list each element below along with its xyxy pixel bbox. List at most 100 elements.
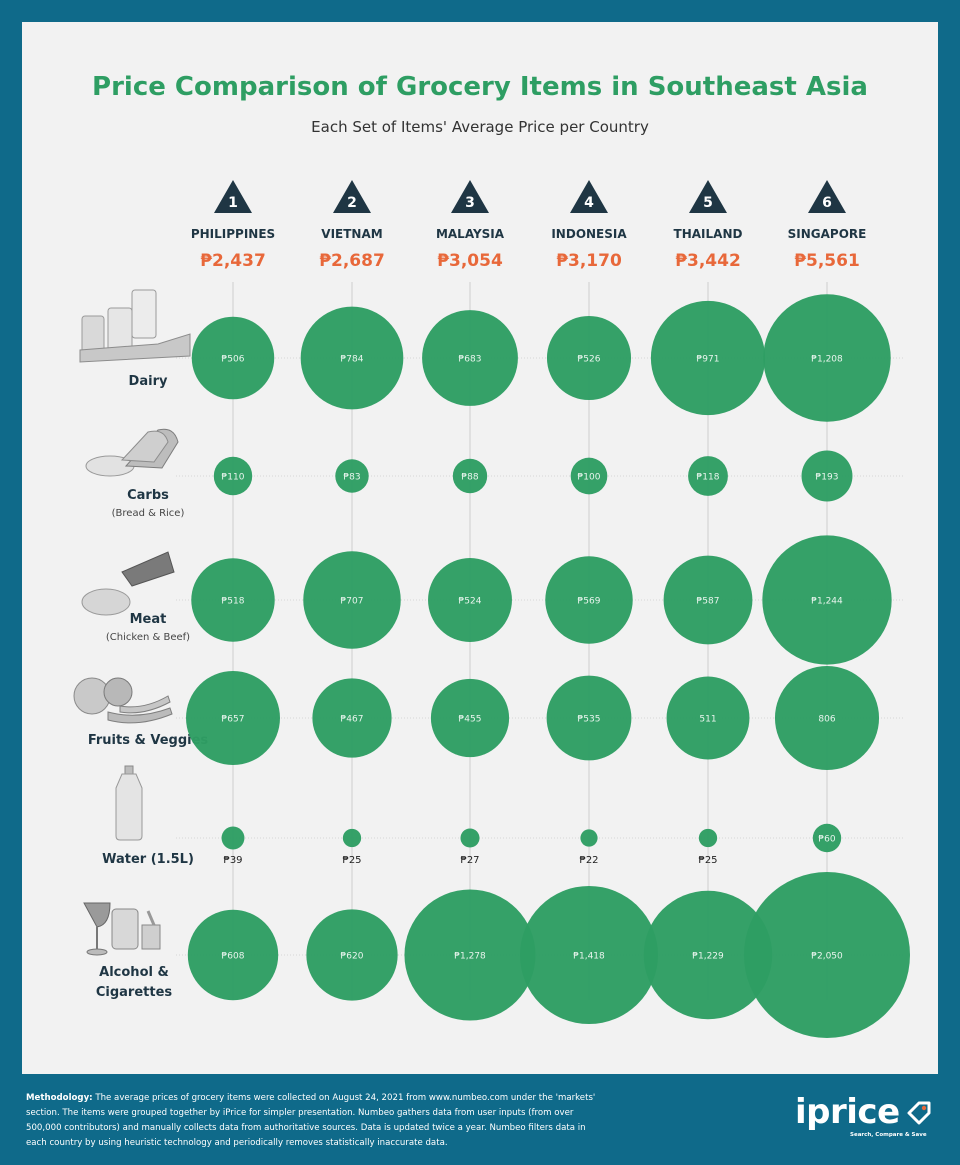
data-bubble [422, 310, 518, 406]
data-bubble [460, 828, 480, 848]
rank-number: 2 [347, 195, 357, 211]
data-bubble [580, 829, 598, 847]
bread-rice-icon [85, 428, 179, 477]
data-bubble [763, 294, 891, 422]
country-name: PHILIPPINES [191, 227, 275, 241]
data-bubble [303, 551, 401, 649]
data-bubble [519, 885, 659, 1025]
data-bubble [650, 300, 766, 416]
category-label: Dairy [129, 374, 168, 389]
data-label: ₱524 [459, 597, 482, 607]
data-label: ₱467 [341, 715, 364, 725]
data-bubble [546, 675, 632, 761]
data-label: ₱707 [341, 597, 364, 607]
water-bottle-icon [115, 765, 143, 841]
data-bubble [191, 558, 275, 642]
rank-triangle-icon [570, 180, 608, 213]
meat-icon [81, 551, 175, 616]
methodology-label: Methodology: [26, 1093, 93, 1103]
category-label: Water (1.5L) [102, 852, 194, 867]
data-label: ₱118 [697, 473, 720, 483]
data-label: ₱25 [342, 855, 361, 866]
country-total: ₱3,442 [675, 251, 741, 271]
data-bubble [430, 678, 510, 758]
country-name: VIETNAM [321, 227, 382, 241]
data-bubble [762, 535, 892, 665]
category-label-line2: Cigarettes [96, 985, 173, 1000]
data-bubble [666, 676, 750, 760]
bubble-chart: 1 PHILIPPINES ₱2,437 2 VIETNAM ₱2,687 3 MALAYSI… [73, 180, 910, 1038]
data-bubble [342, 828, 362, 848]
rank-number: 6 [822, 195, 832, 211]
data-label: ₱1,229 [692, 952, 724, 962]
data-bubble [213, 456, 253, 496]
data-label: ₱526 [578, 355, 601, 365]
data-label: ₱2,050 [811, 952, 843, 962]
data-label: ₱1,244 [811, 597, 843, 607]
data-label: ₱683 [459, 355, 482, 365]
alcohol-cigarettes-icon [83, 902, 161, 956]
data-bubble [404, 889, 536, 1021]
country-total: ₱2,437 [200, 251, 266, 271]
methodology-note: Methodology: The average prices of groce… [26, 1091, 606, 1151]
category-sublabel: (Bread & Rice) [112, 508, 185, 519]
data-label: ₱1,278 [454, 952, 486, 962]
data-bubble [744, 872, 910, 1038]
data-label: ₱22 [579, 855, 598, 866]
data-label: ₱110 [222, 473, 245, 483]
data-bubble [191, 316, 275, 400]
data-bubble [428, 558, 512, 642]
data-label: ₱608 [222, 952, 245, 962]
data-bubble [698, 828, 718, 848]
data-label: ₱27 [460, 855, 479, 866]
data-bubble [187, 909, 279, 1001]
data-label: ₱193 [816, 473, 839, 483]
data-bubble [300, 306, 404, 410]
data-label: ₱587 [697, 597, 720, 607]
rank-triangle-icon [808, 180, 846, 213]
data-bubble [546, 315, 632, 401]
data-label: ₱569 [578, 597, 601, 607]
data-bubble [186, 671, 280, 765]
data-bubble [643, 890, 773, 1020]
data-label: 511 [699, 715, 716, 725]
data-label: ₱518 [222, 597, 245, 607]
data-bubble [570, 457, 608, 495]
data-bubble [774, 665, 880, 771]
data-label: 806 [818, 715, 835, 725]
methodology-text: The average prices of grocery items were… [26, 1093, 596, 1148]
country-total: ₱2,687 [319, 251, 385, 271]
data-bubble [312, 678, 392, 758]
dairy-icon [79, 289, 191, 363]
rank-triangle-icon [333, 180, 371, 213]
rank-number: 3 [465, 195, 475, 211]
fruits-veggies-icon [73, 677, 173, 724]
rank-triangle-icon [451, 180, 489, 213]
country-name: INDONESIA [551, 227, 627, 241]
rank-number: 4 [584, 195, 594, 211]
category-sublabel: (Chicken & Beef) [106, 632, 190, 643]
country-name: THAILAND [674, 227, 743, 241]
data-label: ₱506 [222, 355, 245, 365]
rank-number: 1 [228, 195, 238, 211]
country-name: SINGAPORE [788, 227, 867, 241]
data-bubble [663, 555, 753, 645]
data-label: ₱39 [223, 855, 242, 866]
country-total: ₱5,561 [794, 251, 860, 271]
logo-tagline: Search, Compare & Save [850, 1132, 927, 1138]
data-bubble [335, 459, 369, 493]
data-bubble [545, 556, 633, 644]
rank-triangle-icon [689, 180, 727, 213]
data-label: ₱784 [341, 355, 364, 365]
data-label: ₱657 [222, 715, 245, 725]
data-label: ₱1,208 [811, 355, 843, 365]
category-label: Meat [130, 612, 167, 627]
country-total: ₱3,170 [556, 251, 622, 271]
data-bubble [221, 826, 245, 850]
category-label: Carbs [127, 488, 169, 503]
data-label: ₱620 [341, 952, 364, 962]
data-label: ₱25 [698, 855, 717, 866]
rank-number: 5 [703, 195, 713, 211]
data-label: ₱455 [459, 715, 482, 725]
logo-wordmark: iprice [795, 1092, 900, 1132]
